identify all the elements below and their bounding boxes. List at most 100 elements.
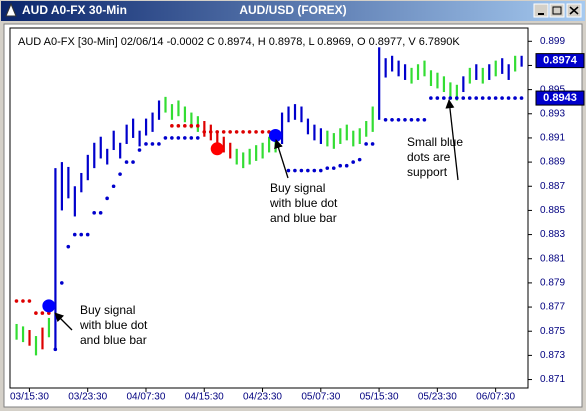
price-bar [183,106,187,123]
price-bar [378,47,381,120]
arrows [54,99,459,331]
x-tick-label: 05/07:30 [301,392,340,403]
price-bar [99,136,102,159]
indicator-dot [189,124,194,128]
price-bar [248,148,251,165]
app-icon [5,2,17,17]
price-bar [365,121,368,137]
indicator-dot [131,160,135,164]
price-bar [313,124,316,141]
price-bar [60,162,63,211]
indicator-dot [183,136,187,140]
indicator-dot [234,130,239,134]
indicator-dot [170,124,174,128]
indicator-dot [299,168,304,173]
price-bar [475,64,478,80]
price-bar [235,148,238,165]
indicator-dot [189,136,194,140]
x-tick-label: 04/23:30 [243,392,282,403]
price-bar [293,104,297,120]
indicator-dot [351,160,355,164]
minimize-button[interactable] [533,3,549,18]
price-bar [177,100,180,117]
indicator-dot [422,118,427,122]
price-bar [196,116,199,132]
plot-area [9,27,529,389]
x-tick-label: 04/15:30 [185,392,224,403]
y-tick-label: 0.895 [540,84,565,95]
chart-title: AUD/USD (FOREX) [239,3,346,17]
window-buttons[interactable] [533,3,582,18]
indicator-dot [144,142,148,146]
price-bar [170,104,174,120]
price-bar [481,67,484,84]
price-bar [138,130,141,147]
annotation: Small blue [407,135,463,149]
annotation: support [407,165,448,179]
y-tick-label: 0.883 [540,229,565,240]
price-bar [462,76,465,93]
price-bar [119,142,122,159]
annotation: dots are [407,150,451,164]
indicator-dot [85,232,90,237]
indicator-dot [247,130,252,134]
price-bar [157,100,161,120]
indicator-dot [448,96,453,100]
indicator-dot [118,172,122,176]
price-bar [261,142,264,159]
indicator-dot [461,96,466,100]
indicator-dot [286,168,291,173]
indicator-dot [480,96,485,100]
price-bar [21,326,25,343]
signal-dot [210,142,224,156]
price-bar [73,186,76,217]
price-bar [397,60,400,77]
maximize-button[interactable] [549,3,565,18]
price-bar [455,84,458,101]
annotation: and blue bar [80,333,147,347]
price-bar [345,124,348,141]
window-title: AUD A0-FX 30-Min [22,3,127,17]
arrow [274,139,289,179]
indicator-dot [124,160,129,164]
price-bar [514,55,517,72]
indicator-dot [183,124,187,128]
price-bar [222,136,225,153]
annotation: with blue dot [79,318,148,332]
indicator-dot [170,136,174,140]
price-bar [403,64,407,80]
indicator-dot [357,157,362,162]
indicator-dot [383,118,388,122]
price-label: 0.8943 [543,92,577,104]
price-bar [47,317,51,338]
indicator-dot [105,196,109,201]
indicator-dot [312,168,317,173]
indicator-dot [409,118,414,122]
price-bar [300,106,303,123]
y-tick-label: 0.899 [540,36,565,47]
price-bar [41,327,44,350]
price-bar [86,154,89,181]
indicator-dot [72,232,77,237]
price-bar [190,112,193,129]
indicator-dot [195,136,200,140]
price-bar [352,130,355,147]
arrow [54,312,73,331]
price-bar [280,112,284,144]
price-bar [416,64,420,80]
arrow [445,99,459,181]
x-tick-label: 05/23:30 [418,392,457,403]
y-tick-label: 0.889 [540,157,565,168]
indicator-dot [215,130,219,134]
indicator-dot [195,124,200,128]
indicator-dot [506,96,511,100]
close-glyph [569,6,579,15]
price-bar [268,136,271,153]
signal-dot [268,129,282,143]
price-bar [54,168,57,350]
indicator-dot [163,136,168,140]
indicator-dot [60,281,64,285]
indicator-dot [331,166,336,170]
indicator-dot [319,168,323,173]
